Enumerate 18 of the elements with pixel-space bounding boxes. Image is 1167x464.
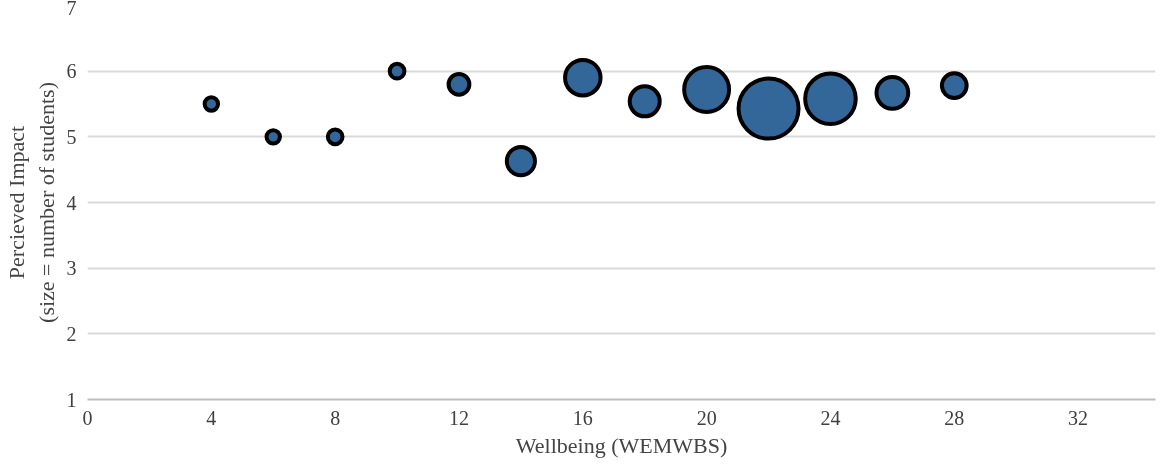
x-tick-label: 20 xyxy=(696,406,717,429)
x-tick-label: 24 xyxy=(820,406,841,429)
y-tick-label: 7 xyxy=(66,0,77,19)
x-tick-label: 8 xyxy=(330,406,341,429)
y-tick-label: 4 xyxy=(66,191,77,214)
y-tick-label: 1 xyxy=(66,388,77,411)
y-tick-label: 6 xyxy=(66,60,77,83)
y-axis-title: Percieved Impact (size = number of students) xyxy=(3,82,59,323)
y-tick-label: 2 xyxy=(66,322,77,345)
x-tick-label: 32 xyxy=(1068,406,1089,429)
y-tick-label: 5 xyxy=(66,125,77,148)
y-tick-label: 3 xyxy=(66,257,77,280)
x-tick-label: 0 xyxy=(82,406,93,429)
x-tick-label: 4 xyxy=(206,406,217,429)
x-tick-label: 16 xyxy=(572,406,593,429)
x-tick-label: 12 xyxy=(448,406,469,429)
x-axis-title: Wellbeing (WEMWBS) xyxy=(515,432,728,458)
x-tick-label: 28 xyxy=(944,406,965,429)
